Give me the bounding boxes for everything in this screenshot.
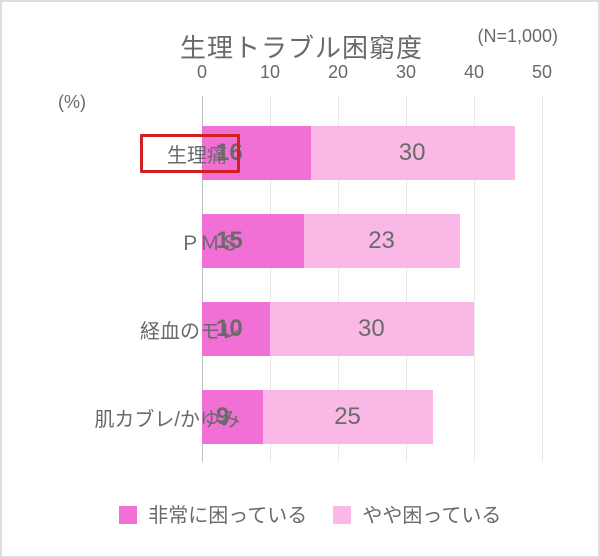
chart-title: 生理トラブル困窮度 (180, 28, 423, 65)
x-tick: 10 (250, 62, 290, 83)
x-tick: 0 (182, 62, 222, 83)
x-tick: 30 (386, 62, 426, 83)
category-label: 経血のモレ (80, 302, 250, 356)
bar-value-series2: 30 (399, 139, 426, 167)
x-tick: 40 (454, 62, 494, 83)
legend: 非常に困っている やや困っている (2, 499, 598, 528)
n-label: (N=1,000) (477, 26, 558, 47)
gridline (542, 96, 543, 462)
chart-frame: 生理トラブル困窮度 (N=1,000) (%) 0102030405016301… (0, 0, 600, 558)
legend-swatch-series1 (119, 506, 137, 524)
x-tick: 20 (318, 62, 358, 83)
bar-value-series2: 23 (368, 227, 395, 255)
legend-label-series2: やや困っている (362, 505, 501, 527)
x-tick: 50 (522, 62, 562, 83)
legend-label-series1: 非常に困っている (148, 505, 307, 527)
category-label: ＰＭＳ (80, 214, 250, 268)
plot-area: 01020304050163015231030925 (202, 62, 542, 462)
category-label: 生理痛 (80, 126, 250, 180)
bar-value-series2: 25 (334, 403, 361, 431)
bar-value-series2: 30 (358, 315, 385, 343)
legend-swatch-series2 (333, 506, 351, 524)
percent-label: (%) (58, 92, 86, 113)
category-label: 肌カブレ/かゆみ (80, 390, 250, 444)
